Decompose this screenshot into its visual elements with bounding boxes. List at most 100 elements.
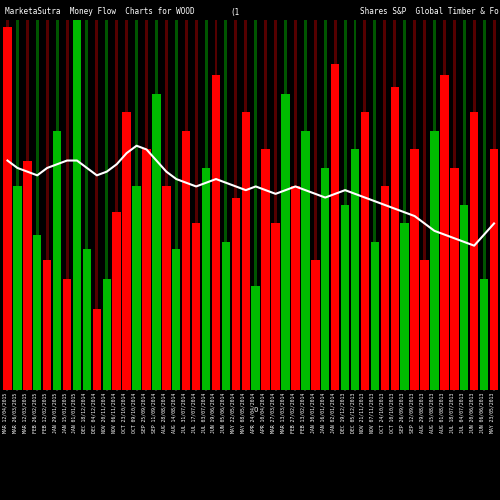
Bar	[400, 224, 409, 390]
Bar	[232, 198, 240, 390]
Bar	[463, 20, 466, 390]
Bar	[115, 20, 118, 390]
Bar	[364, 20, 366, 390]
Bar	[13, 186, 22, 390]
Bar	[224, 20, 228, 390]
Bar	[184, 20, 188, 390]
Bar	[324, 20, 326, 390]
Bar	[135, 20, 138, 390]
Bar	[284, 20, 287, 390]
Bar	[413, 20, 416, 390]
Text: Shares S&P  Global Timber & Forestry Index Fund: Shares S&P Global Timber & Forestry Inde…	[360, 8, 500, 16]
Bar	[490, 150, 498, 390]
Bar	[341, 205, 349, 390]
Bar	[6, 20, 9, 390]
Bar	[26, 20, 29, 390]
Bar	[192, 224, 200, 390]
Bar	[321, 168, 330, 390]
Bar	[460, 205, 468, 390]
Bar	[3, 28, 12, 390]
Bar	[384, 20, 386, 390]
Bar	[106, 20, 108, 390]
Bar	[56, 20, 58, 390]
Bar	[344, 20, 346, 390]
Bar	[314, 20, 317, 390]
Bar	[433, 20, 436, 390]
Bar	[23, 160, 32, 390]
Bar	[36, 20, 38, 390]
Text: 0: 0	[254, 406, 258, 412]
Bar	[282, 94, 290, 390]
Bar	[450, 168, 458, 390]
Bar	[440, 76, 448, 390]
Bar	[272, 224, 280, 390]
Bar	[291, 186, 300, 390]
Bar	[82, 250, 91, 390]
Bar	[122, 112, 131, 390]
Bar	[145, 20, 148, 390]
Bar	[142, 150, 150, 390]
Bar	[63, 279, 72, 390]
Bar	[182, 131, 190, 390]
Bar	[76, 20, 78, 390]
Bar	[301, 131, 310, 390]
Bar	[262, 150, 270, 390]
Bar	[410, 150, 419, 390]
Bar	[331, 64, 340, 390]
Bar	[374, 20, 376, 390]
Bar	[472, 20, 476, 390]
Text: MarketaSutra  Money Flow  Charts for WOOD: MarketaSutra Money Flow Charts for WOOD	[5, 8, 194, 16]
Bar	[242, 112, 250, 390]
Bar	[125, 20, 128, 390]
Bar	[16, 20, 19, 390]
Bar	[86, 20, 88, 390]
Bar	[380, 186, 389, 390]
Bar	[482, 20, 486, 390]
Bar	[92, 308, 101, 390]
Bar	[420, 260, 428, 390]
Bar	[470, 112, 478, 390]
Bar	[254, 20, 257, 390]
Bar	[264, 20, 267, 390]
Bar	[360, 112, 369, 390]
Bar	[66, 20, 68, 390]
Bar	[214, 20, 218, 390]
Bar	[132, 186, 141, 390]
Bar	[394, 20, 396, 390]
Bar	[244, 20, 248, 390]
Bar	[492, 20, 496, 390]
Bar	[152, 94, 160, 390]
Bar	[274, 20, 277, 390]
Bar	[294, 20, 297, 390]
Bar	[175, 20, 178, 390]
Bar	[204, 20, 208, 390]
Bar	[112, 212, 121, 390]
Bar	[96, 20, 98, 390]
Bar	[222, 242, 230, 390]
Bar	[155, 20, 158, 390]
Bar	[311, 260, 320, 390]
Bar	[165, 20, 168, 390]
Bar	[354, 20, 356, 390]
Bar	[73, 20, 81, 390]
Bar	[443, 20, 446, 390]
Bar	[53, 131, 62, 390]
Bar	[304, 20, 307, 390]
Bar	[102, 279, 111, 390]
Bar	[480, 279, 488, 390]
Bar	[172, 250, 180, 390]
Bar	[202, 168, 210, 390]
Bar	[430, 131, 438, 390]
Bar	[234, 20, 238, 390]
Bar	[423, 20, 426, 390]
Bar	[46, 20, 48, 390]
Bar	[390, 86, 399, 390]
Bar	[33, 234, 42, 390]
Bar	[194, 20, 198, 390]
Bar	[334, 20, 336, 390]
Text: (1: (1	[230, 8, 239, 16]
Bar	[212, 76, 220, 390]
Bar	[370, 242, 379, 390]
Bar	[403, 20, 406, 390]
Bar	[453, 20, 456, 390]
